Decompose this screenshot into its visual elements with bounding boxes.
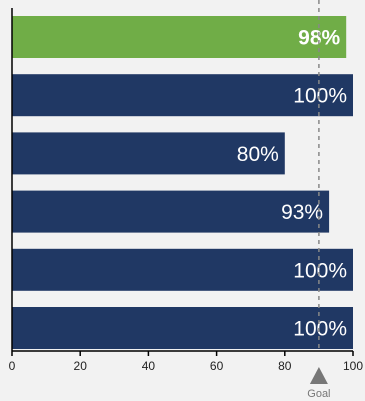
- bar-0: [12, 16, 347, 58]
- x-tick-label-5: 100: [343, 359, 363, 373]
- bar-value-label-4: 100%: [293, 259, 347, 282]
- x-tick-label-1: 20: [74, 359, 88, 373]
- x-tick-label-2: 40: [142, 359, 156, 373]
- bar-value-label-2: 80%: [237, 143, 279, 166]
- bar-4: [12, 248, 353, 291]
- bar-1: [12, 74, 353, 117]
- goal-marker-icon: [309, 367, 328, 384]
- bar-value-label-5: 100%: [293, 318, 347, 341]
- x-tick-label-3: 60: [210, 359, 224, 373]
- x-tick-label-4: 80: [278, 359, 292, 373]
- bar-5: [12, 307, 353, 349]
- bar-value-label-1: 100%: [293, 85, 347, 108]
- bars-group: 98% 100% 80% 93% 100% 100%: [12, 16, 353, 349]
- axes-group: 0 20 40 60 80 100: [9, 8, 363, 373]
- goal-group: Goal: [307, 0, 331, 400]
- bar-3: [12, 190, 330, 233]
- goal-label: Goal: [307, 388, 330, 400]
- bar-2: [12, 132, 285, 175]
- bar-value-label-0: 98%: [298, 27, 340, 50]
- x-tick-label-0: 0: [9, 359, 16, 373]
- bar-value-label-3: 93%: [281, 201, 323, 224]
